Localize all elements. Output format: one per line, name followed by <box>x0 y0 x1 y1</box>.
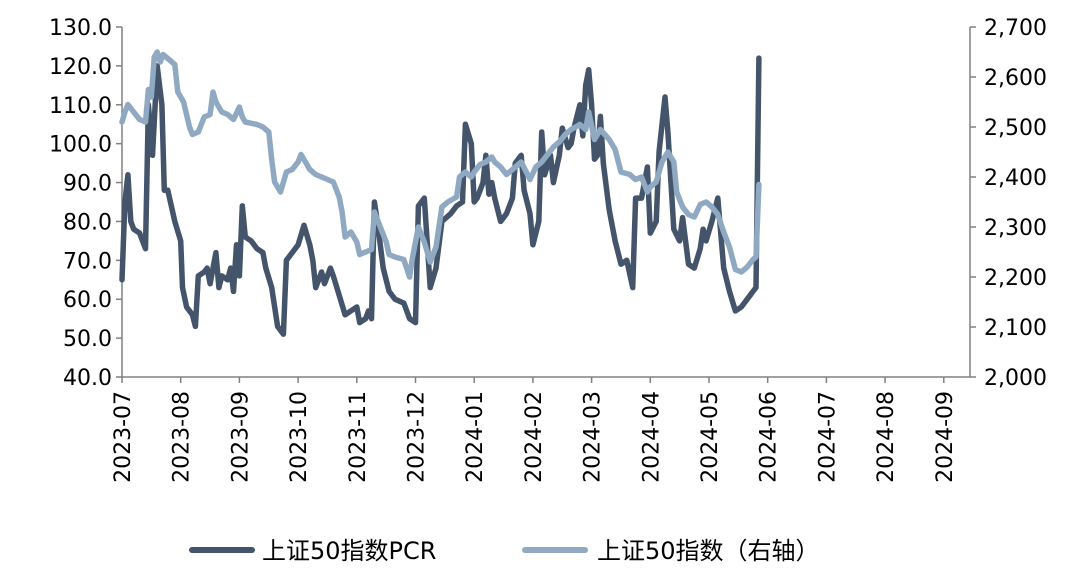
legend: 上证50指数PCR 上证50指数（右轴） <box>189 537 820 565</box>
right-tick-label: 2,000 <box>984 366 1047 391</box>
left-tick-label: 40.0 <box>63 366 112 391</box>
left-tick-label: 90.0 <box>63 172 112 197</box>
x-tick-label: 2024-09 <box>933 391 958 483</box>
right-tick-label: 2,100 <box>984 316 1047 341</box>
left-tick-label: 50.0 <box>63 327 112 352</box>
left-tick-label: 130.0 <box>49 16 112 41</box>
left-tick-label: 120.0 <box>49 55 112 80</box>
x-tick-label: 2023-07 <box>111 391 136 483</box>
x-tick-label: 2024-06 <box>757 391 782 483</box>
series-lines <box>119 49 762 337</box>
right-tick-label: 2,700 <box>984 16 1047 41</box>
x-tick-label: 2024-02 <box>522 391 547 483</box>
x-tick-label: 2023-12 <box>405 391 430 483</box>
left-tick-label: 80.0 <box>63 210 112 235</box>
x-tick-label: 2023-10 <box>287 391 312 483</box>
right-tick-label: 2,400 <box>984 166 1047 191</box>
x-tick-label: 2023-09 <box>228 391 253 483</box>
left-tick-label: 70.0 <box>63 249 112 274</box>
x-tick-label: 2024-03 <box>581 391 606 483</box>
right-tick-label: 2,600 <box>984 66 1047 91</box>
x-tick-label: 2024-01 <box>463 391 488 483</box>
ticks-group: 40.0 50.0 60.0 70.0 80.0 90.0 100.0 110.0 120.0 1… <box>49 16 1047 483</box>
left-tick-label: 60.0 <box>63 288 112 313</box>
legend-label-index: 上证50指数（右轴） <box>597 537 820 565</box>
axes-group <box>121 27 971 378</box>
right-tick-label: 2,300 <box>984 216 1047 241</box>
legend-label-pcr: 上证50指数PCR <box>262 537 436 565</box>
x-tick-label: 2023-11 <box>346 391 371 483</box>
x-tick-label: 2023-08 <box>170 391 195 483</box>
x-tick-label: 2024-08 <box>874 391 899 483</box>
right-tick-label: 2,500 <box>984 116 1047 141</box>
left-tick-label: 100.0 <box>49 133 112 158</box>
index-series-line <box>119 49 762 280</box>
right-tick-label: 2,200 <box>984 266 1047 291</box>
left-tick-label: 110.0 <box>49 94 112 119</box>
x-tick-label: 2024-05 <box>698 391 723 483</box>
x-tick-label: 2024-07 <box>815 391 840 483</box>
x-tick-label: 2024-04 <box>639 391 664 483</box>
